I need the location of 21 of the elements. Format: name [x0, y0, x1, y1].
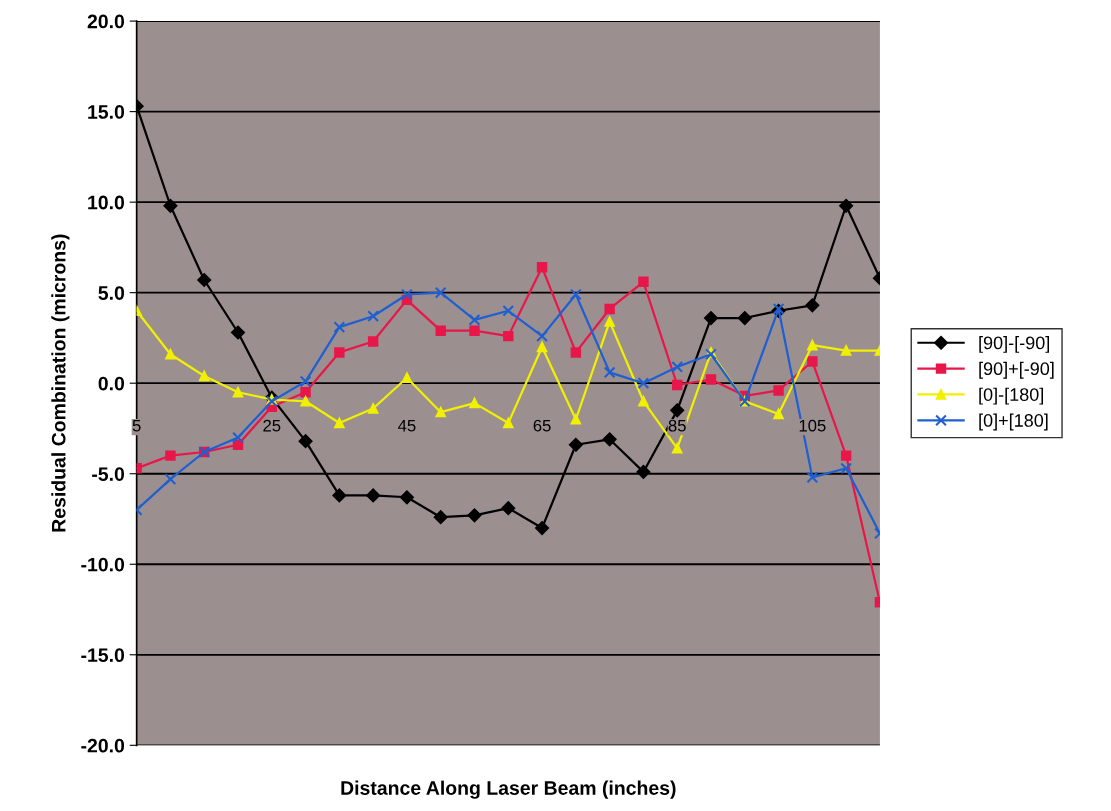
x-tick-label: 65 — [533, 419, 551, 432]
y-tick-label: 20.0 — [87, 14, 125, 29]
y-tick-label: 5.0 — [98, 286, 125, 300]
y-tick-label: -10.0 — [81, 557, 125, 572]
x-tick-label: 25 — [263, 419, 281, 432]
y-tick-label: 0.0 — [98, 376, 125, 391]
y-tick-label: -15.0 — [81, 648, 125, 663]
x-tick-label: 85 — [668, 419, 686, 432]
x-tick-label: 105 — [799, 419, 826, 432]
legend-label: [90]-[-90] — [979, 335, 1050, 353]
y-tick-label: 10.0 — [88, 195, 125, 210]
legend-label: [0]-[180] — [979, 387, 1043, 405]
y-tick-label: 15.0 — [88, 105, 125, 119]
legend-label: [90]+[-90] — [979, 361, 1054, 379]
x-axis-title: Distance Along Laser Beam (inches) — [341, 780, 676, 799]
legend-label: [0]+[180] — [979, 413, 1048, 431]
y-axis-title: Residual Combination (microns) — [51, 234, 70, 532]
y-tick-label: -20.0 — [81, 738, 125, 753]
x-tick-label: 5 — [132, 419, 141, 432]
y-tick-label: -5.0 — [92, 467, 125, 481]
x-tick-label: 45 — [398, 419, 416, 432]
